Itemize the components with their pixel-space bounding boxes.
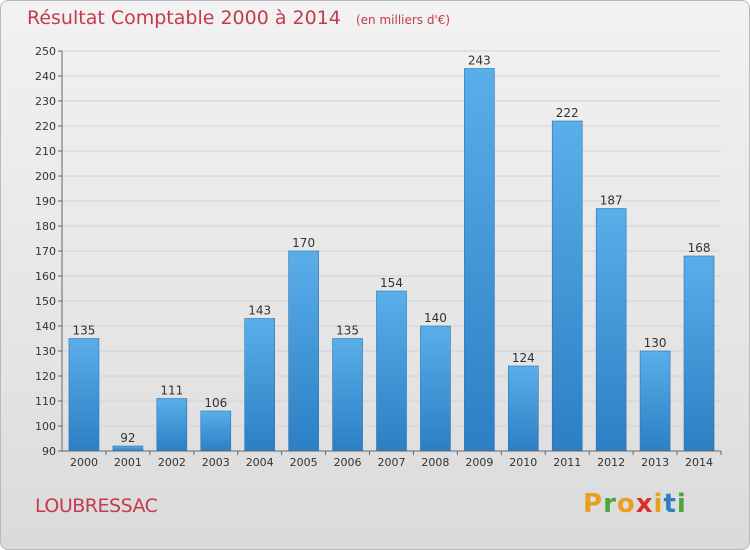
- y-tick-label: 100: [35, 420, 56, 433]
- bar-2012: [595, 208, 627, 452]
- chart-title: Résultat Comptable 2000 à 2014: [27, 7, 341, 29]
- x-tick-label-2004: 2004: [246, 456, 274, 469]
- data-label-2012: 187: [600, 194, 623, 208]
- x-tick-label-2001: 2001: [114, 456, 142, 469]
- y-tick-label: 210: [35, 145, 56, 158]
- x-tick-label-2005: 2005: [290, 456, 318, 469]
- logo-letter: x: [635, 489, 654, 519]
- data-label-2004: 143: [248, 304, 271, 318]
- bar-2005: [288, 250, 319, 452]
- x-tick-label-2012: 2012: [597, 456, 625, 469]
- bar-2002: [156, 398, 188, 452]
- logo-letter: i: [653, 489, 664, 519]
- bar-2010: [507, 365, 539, 452]
- x-tick-label-2006: 2006: [334, 456, 362, 469]
- bar-2011: [551, 120, 583, 452]
- y-tick-label: 190: [35, 195, 56, 208]
- bar-2004: [244, 318, 275, 452]
- bar-2000: [68, 338, 100, 452]
- y-tick-label: 110: [35, 395, 56, 408]
- logo-letter: i: [676, 489, 687, 519]
- y-tick-label: 240: [35, 70, 56, 83]
- data-label-2005: 170: [292, 236, 315, 250]
- x-tick-label-2011: 2011: [553, 456, 581, 469]
- y-tick-label: 180: [35, 220, 56, 233]
- data-label-2013: 130: [644, 336, 667, 350]
- bar-2003: [200, 410, 232, 452]
- logo-letter: P: [583, 489, 604, 519]
- y-tick-label: 220: [35, 120, 56, 133]
- data-label-2014: 168: [688, 241, 711, 255]
- data-label-2011: 222: [556, 106, 579, 120]
- y-tick-label: 230: [35, 95, 56, 108]
- y-tick-label: 90: [42, 445, 56, 458]
- data-label-2007: 154: [380, 276, 403, 290]
- logo-letter: r: [603, 489, 617, 519]
- x-tick-label-2014: 2014: [685, 456, 713, 469]
- x-axis: 2000 2001 2002 2003 2004 2005 2006 2007 2008 2009…: [62, 450, 722, 469]
- x-tick-label-2008: 2008: [421, 456, 449, 469]
- bar-2014: [683, 255, 715, 452]
- chart-unit: (en milliers d'€): [355, 13, 451, 27]
- data-label-2006: 135: [336, 324, 359, 338]
- logo-letter: o: [616, 489, 636, 519]
- data-label-2009: 243: [468, 54, 491, 68]
- data-label-2010: 124: [512, 351, 535, 365]
- x-tick-label-2002: 2002: [158, 456, 186, 469]
- y-tick-label: 250: [35, 45, 56, 58]
- bar-2008: [420, 325, 451, 452]
- x-tick-label-2000: 2000: [70, 456, 98, 469]
- y-tick-label: 130: [35, 345, 56, 358]
- data-label-2001: 92: [120, 431, 135, 445]
- proxiti-logo[interactable]: Proxiti: [583, 489, 687, 519]
- bar-2013: [639, 350, 671, 452]
- y-tick-label: 170: [35, 245, 56, 258]
- y-tick-label: 160: [35, 270, 56, 283]
- y-axis: 90 100 110 120 130 140 150 160 170 180 190 200 210 22…: [35, 45, 63, 458]
- commune-name: LOUBRESSAC: [35, 495, 158, 517]
- y-tick-label: 150: [35, 295, 56, 308]
- logo-letter: t: [663, 489, 677, 519]
- data-label-2008: 140: [424, 311, 447, 325]
- data-label-2002: 111: [160, 384, 183, 398]
- chart-title-block: Résultat Comptable 2000 à 2014 (en milli…: [27, 7, 450, 29]
- y-tick-label: 140: [35, 320, 56, 333]
- data-label-2000: 135: [73, 324, 96, 338]
- x-tick-label-2007: 2007: [378, 456, 406, 469]
- bar-2006: [332, 338, 363, 452]
- bar-2007: [376, 290, 407, 452]
- bar-2001: [112, 445, 144, 452]
- y-tick-label: 120: [35, 370, 56, 383]
- y-tick-label: 200: [35, 170, 56, 183]
- bars: 135 92 111 106 143 170 135 154 140 243 124 222 187 13…: [68, 54, 715, 452]
- x-tick-label-2003: 2003: [202, 456, 230, 469]
- bar-2009: [464, 68, 495, 452]
- x-tick-label-2009: 2009: [465, 456, 493, 469]
- x-tick-label-2010: 2010: [509, 456, 537, 469]
- x-tick-label-2013: 2013: [641, 456, 669, 469]
- data-label-2003: 106: [204, 396, 227, 410]
